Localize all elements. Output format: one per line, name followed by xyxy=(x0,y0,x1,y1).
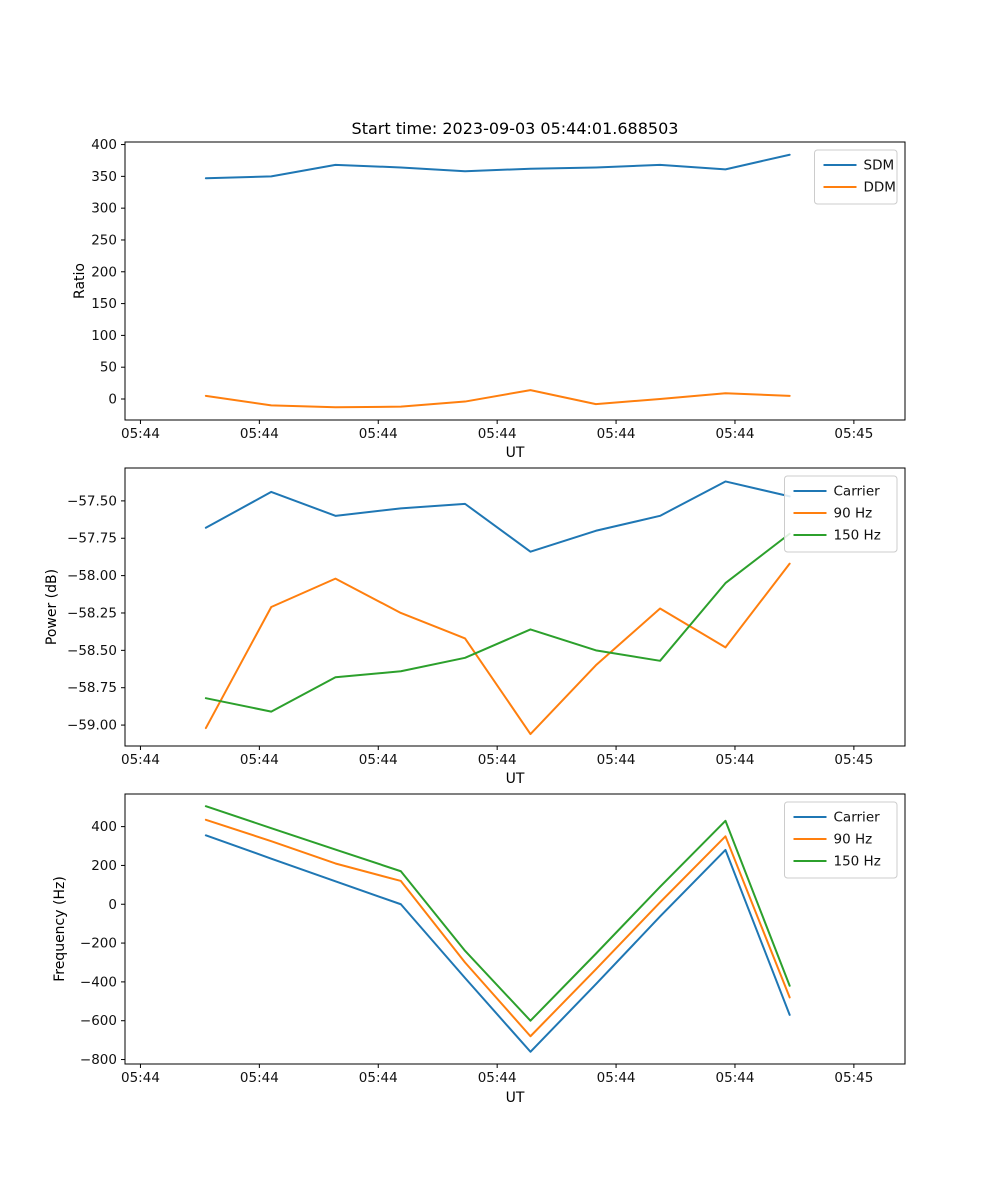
x-tick-label: 05:44 xyxy=(716,752,755,768)
y-tick-label: 0 xyxy=(108,392,117,408)
x-tick-label: 05:44 xyxy=(121,752,160,768)
y-tick-label: −600 xyxy=(80,1013,117,1029)
x-tick-label: 05:44 xyxy=(478,752,517,768)
y-tick-label: −59.00 xyxy=(67,718,117,734)
series-line-90-hz xyxy=(204,818,791,1038)
y-tick-label: 300 xyxy=(91,201,117,217)
legend-label: Carrier xyxy=(834,484,881,500)
x-tick-label: 05:44 xyxy=(716,426,755,442)
legend-box xyxy=(814,149,898,205)
y-tick-label: −58.25 xyxy=(67,605,117,621)
x-tick-label: 05:45 xyxy=(834,1070,873,1086)
y-tick-label: 250 xyxy=(91,232,117,248)
legend-box xyxy=(784,475,898,553)
x-tick-label: 05:44 xyxy=(121,426,160,442)
figure-title: Start time: 2023-09-03 05:44:01.688503 xyxy=(351,119,679,138)
y-tick-label: 100 xyxy=(91,328,117,344)
x-tick-label: 05:44 xyxy=(597,752,636,768)
series-line-carrier xyxy=(204,480,791,553)
legend-label: DDM xyxy=(864,180,896,196)
y-tick-label: −800 xyxy=(80,1052,117,1068)
x-tick-label: 05:44 xyxy=(359,1070,398,1086)
x-tick-label: 05:44 xyxy=(478,1070,517,1086)
y-tick-label: 0 xyxy=(108,897,117,913)
series-line-150-hz xyxy=(204,532,791,713)
legend-label: 150 Hz xyxy=(834,528,881,544)
x-tick-label: 05:44 xyxy=(240,752,279,768)
x-tick-label: 05:44 xyxy=(597,426,636,442)
legend-box xyxy=(784,801,898,879)
series-line-ddm xyxy=(204,389,791,409)
series-line-sdm xyxy=(204,153,791,180)
y-tick-label: 150 xyxy=(91,296,117,312)
series-line-90-hz xyxy=(204,562,791,736)
x-tick-label: 05:44 xyxy=(597,1070,636,1086)
ylabel-power: Power (dB) xyxy=(44,568,60,646)
x-tick-label: 05:44 xyxy=(716,1070,755,1086)
y-tick-label: −400 xyxy=(80,974,117,990)
x-tick-label: 05:45 xyxy=(834,426,873,442)
y-tick-label: −58.00 xyxy=(67,568,117,584)
y-tick-label: −58.50 xyxy=(67,643,117,659)
legend-label: 150 Hz xyxy=(834,854,881,870)
axes-frame xyxy=(124,467,906,747)
y-tick-label: 200 xyxy=(91,264,117,280)
ylabel-ratio: Ratio xyxy=(72,263,88,299)
x-tick-label: 05:44 xyxy=(359,752,398,768)
y-tick-label: −57.75 xyxy=(67,531,117,547)
y-tick-label: 400 xyxy=(91,819,117,835)
xlabel-ut-1: UT xyxy=(505,445,525,461)
x-tick-label: 05:44 xyxy=(359,426,398,442)
x-tick-label: 05:44 xyxy=(240,426,279,442)
axes-frame xyxy=(124,141,906,421)
y-tick-label: 400 xyxy=(91,137,117,153)
xlabel-ut-3: UT xyxy=(505,1090,525,1106)
legend-label: Carrier xyxy=(834,810,881,826)
x-tick-label: 05:44 xyxy=(121,1070,160,1086)
ylabel-frequency: Frequency (Hz) xyxy=(52,876,68,982)
y-tick-label: 350 xyxy=(91,169,117,185)
series-line-150-hz xyxy=(204,805,791,1022)
legend-label: 90 Hz xyxy=(834,832,873,848)
x-tick-label: 05:44 xyxy=(240,1070,279,1086)
y-tick-label: 50 xyxy=(100,360,117,376)
y-tick-label: 200 xyxy=(91,858,117,874)
y-tick-label: −57.50 xyxy=(67,493,117,509)
y-tick-label: −200 xyxy=(80,936,117,952)
x-tick-label: 05:44 xyxy=(478,426,517,442)
series-line-carrier xyxy=(204,834,791,1053)
xlabel-ut-2: UT xyxy=(505,771,525,787)
y-tick-label: −58.75 xyxy=(67,680,117,696)
x-tick-label: 05:45 xyxy=(834,752,873,768)
legend-label: SDM xyxy=(864,158,895,174)
legend-label: 90 Hz xyxy=(834,506,873,522)
